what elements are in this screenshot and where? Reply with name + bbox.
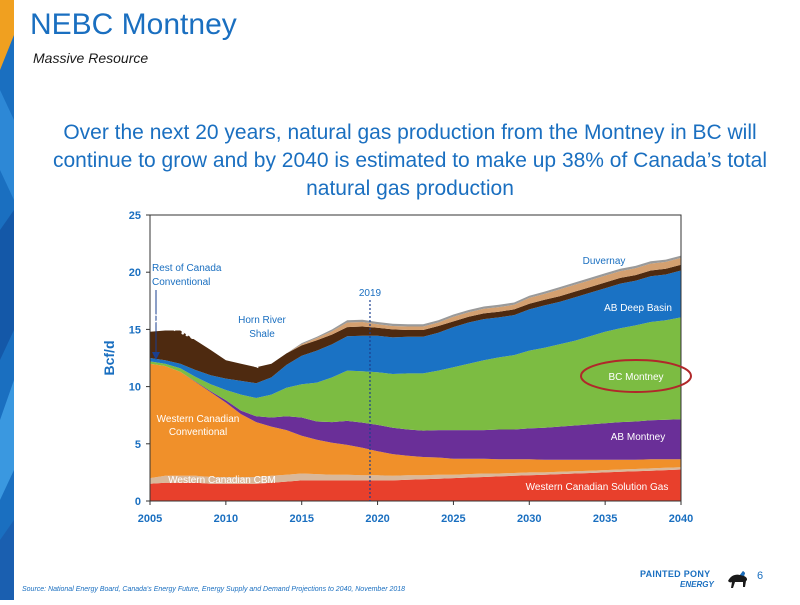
annotation-ab-deep-basin: AB Deep Basin	[604, 303, 672, 314]
x-tick-label: 2035	[593, 513, 617, 525]
y-tick-label: 5	[135, 439, 141, 451]
page-number: 6	[757, 570, 764, 582]
annotation-duvernay: Duvernay	[583, 256, 626, 267]
annotation-horn-river-line1: Horn River	[238, 315, 286, 326]
bc-montney-highlight-ellipse	[580, 359, 692, 393]
annotation-horn-river-line2: Shale	[249, 329, 275, 340]
area-series-group	[150, 255, 681, 501]
x-tick-label: 2040	[669, 513, 693, 525]
annotation-wc-solution-gas: Western Canadian Solution Gas	[526, 482, 669, 493]
source-note: Source: National Energy Board, Canada's …	[22, 586, 406, 593]
area-western-canadian-cbm	[150, 467, 681, 484]
x-tick-label: 2030	[517, 513, 541, 525]
area-ab-deep-basin	[150, 270, 681, 398]
duvernay-pointer	[639, 265, 651, 271]
logo-text-primary: PAINTED PONY	[640, 569, 711, 579]
headline-text: Over the next 20 years, natural gas prod…	[52, 121, 768, 200]
area-western-canadian-conventional	[150, 363, 681, 479]
y-axis-title: Bcf/d	[101, 341, 117, 376]
marker-label: 2019	[359, 288, 382, 299]
y-tick-label: 10	[129, 382, 141, 394]
logo-text-secondary: ENERGY	[680, 580, 714, 589]
area-ab-montney	[150, 363, 681, 460]
annotation-ab-montney: AB Montney	[611, 432, 665, 443]
x-tick-label: 2020	[365, 513, 389, 525]
area-other-western-canada	[150, 264, 681, 384]
x-tick-label: 2010	[214, 513, 238, 525]
annotation-wc-conventional-line1: Western Canadian	[157, 414, 240, 425]
x-tick-label: 2025	[441, 513, 465, 525]
slide-title: NEBC Montney	[30, 8, 237, 41]
left-accent-band	[0, 0, 14, 600]
slide-subtitle: Massive Resource	[33, 50, 149, 66]
area-western-canadian-solution-gas	[150, 469, 681, 501]
y-axis-ticks: 0 5 10 15 20 25	[129, 210, 150, 508]
annotation-rest-of-canada-line2: Conventional	[152, 277, 210, 288]
x-tick-label: 2015	[289, 513, 313, 525]
rest-of-canada-arrowhead	[152, 352, 160, 360]
annotation-bc-montney: BC Montney	[608, 372, 663, 383]
annotation-rest-of-canada-line1: Rest of Canada	[152, 263, 222, 274]
y-tick-label: 15	[129, 324, 141, 336]
y-tick-label: 0	[135, 496, 141, 508]
annotation-wc-cbm: Western Canadian CBM	[168, 475, 276, 486]
year-2019-marker: 2019	[359, 288, 382, 501]
x-tick-label: 2005	[138, 513, 162, 525]
y-tick-label: 20	[129, 267, 141, 279]
x-axis-ticks: 2005 2010 2015 2020 2025 2030 2035 2040	[138, 501, 693, 525]
plot-frame	[149, 214, 682, 502]
horse-logo-icon	[728, 571, 748, 588]
annotation-wc-conventional-line2: Conventional	[169, 427, 227, 438]
y-tick-label: 25	[129, 210, 141, 222]
company-logo: PAINTED PONY ENERGY	[638, 567, 750, 593]
chart-axes	[149, 214, 682, 502]
area-bc-montney	[150, 317, 681, 431]
